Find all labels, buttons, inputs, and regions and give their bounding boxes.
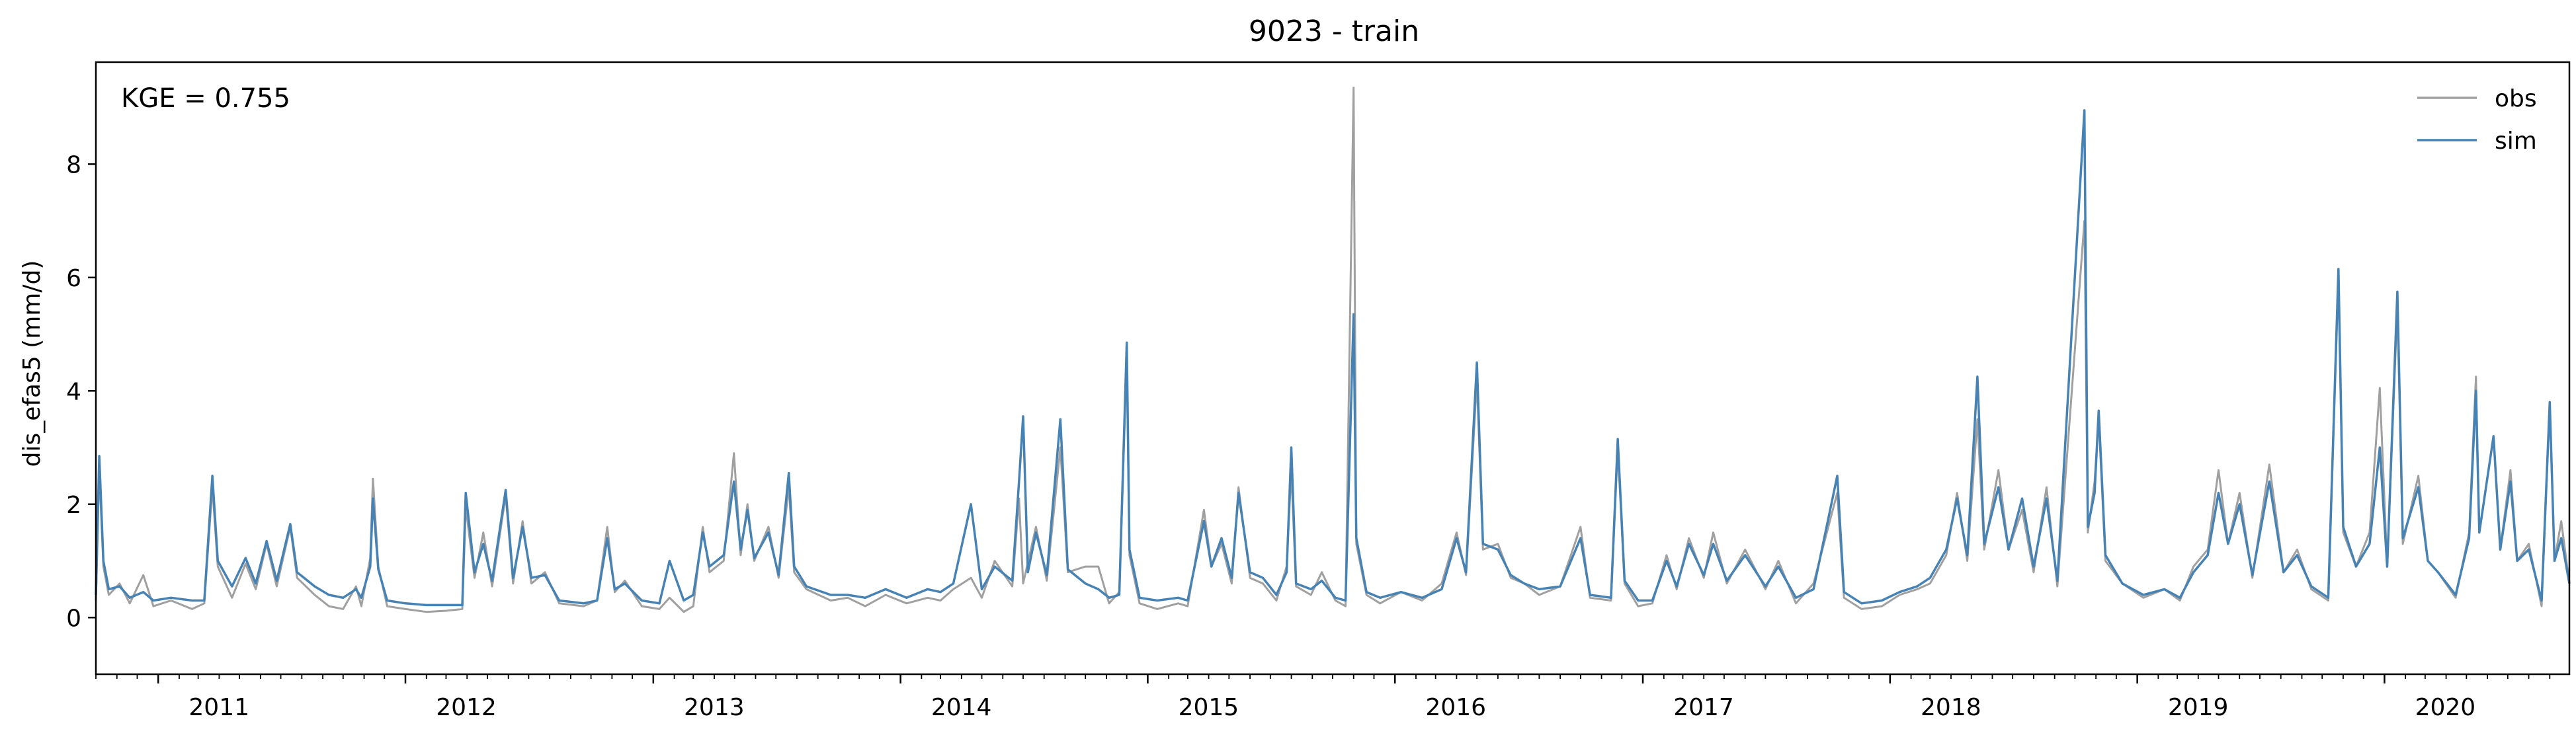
series-layer	[95, 87, 2571, 613]
legend-label-obs: obs	[2495, 85, 2537, 112]
x-tick-label: 2014	[931, 694, 992, 721]
x-axis-ticks: 2011 2012 2013 2014 2015 2016 2017 2018 2019 2020	[95, 674, 2551, 721]
legend-label-sim: sim	[2495, 128, 2537, 155]
plot-area	[95, 87, 2571, 613]
x-tick-label: 2019	[2168, 694, 2229, 721]
legend: obs sim	[2417, 85, 2537, 155]
y-tick-label: 4	[66, 378, 81, 405]
series-line-sim	[95, 109, 2571, 607]
y-tick-label: 6	[66, 265, 81, 292]
x-tick-label: 2011	[188, 694, 249, 721]
x-tick-label: 2015	[1179, 694, 1239, 721]
x-tick-label: 2020	[2415, 694, 2476, 721]
chart-title: 9023 - train	[1249, 15, 1419, 48]
x-tick-label: 2012	[436, 694, 497, 721]
y-axis-label: dis_efas5 (mm/d)	[19, 260, 46, 467]
y-tick-label: 2	[66, 492, 81, 519]
y-tick-label: 8	[66, 151, 81, 178]
x-tick-label: 2016	[1425, 694, 1486, 721]
x-tick-label: 2013	[684, 694, 745, 721]
x-tick-label: 2018	[1921, 694, 1981, 721]
y-axis-ticks: 0 2 4 6 8	[66, 151, 96, 632]
x-tick-label: 2017	[1673, 694, 1734, 721]
kge-annotation: KGE = 0.755	[121, 83, 290, 114]
y-tick-label: 0	[66, 605, 81, 632]
